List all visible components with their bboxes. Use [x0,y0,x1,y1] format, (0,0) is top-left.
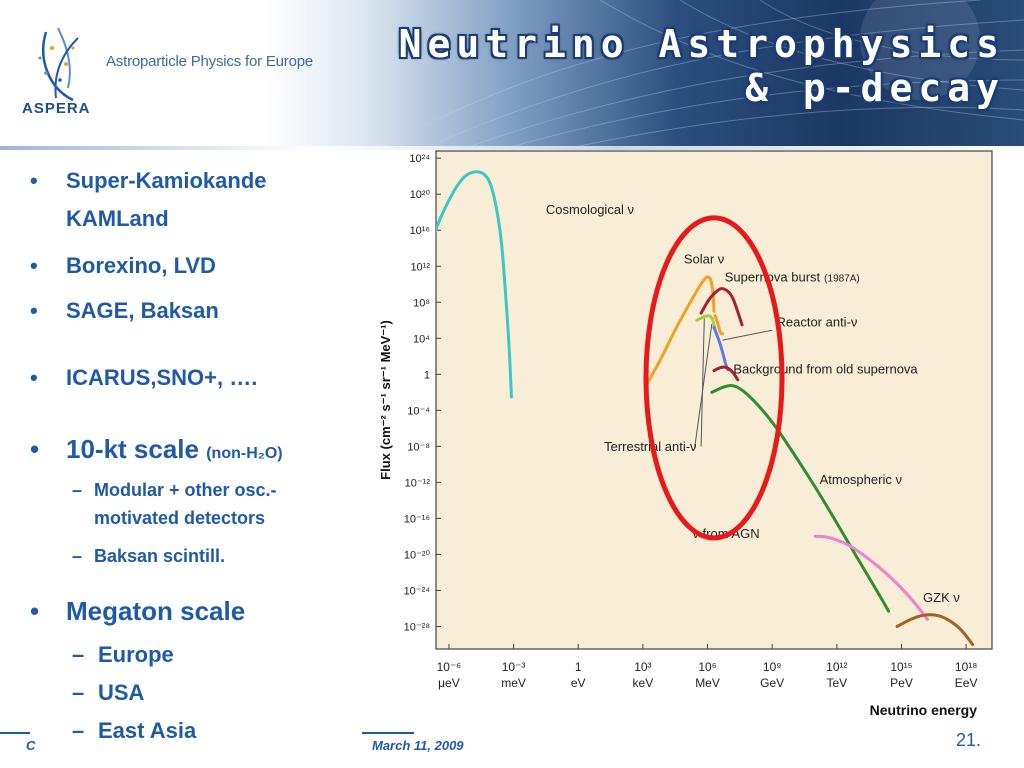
x-tick-unit-label: meV [501,676,526,690]
y-tick-label: 10⁻²⁰ [404,549,431,561]
sub-bullet-text: Modular + other osc.- [94,480,277,500]
series-label: Cosmological ν [546,202,634,217]
series-label: Atmospheric ν [820,472,902,487]
bullet-dot-icon: • [30,298,38,323]
series-label: Supernova burst (1987A) [725,270,860,285]
x-tick-unit-label: keV [633,676,654,690]
neutrino-flux-chart: 10²⁴ 10²⁰ 10¹⁶ 10¹² 10⁸ 10⁴ 1 10⁻⁴ 10⁻⁸ 10⁻¹² 10⁻¹… [378,150,993,718]
y-tick-label: 10²⁴ [409,153,430,165]
y-tick-label: 10⁻⁸ [407,441,430,453]
x-tick-label: 10¹² [826,660,847,674]
bullet-dot-icon: • [30,253,38,278]
series-label: Background from old supernova [733,361,918,376]
y-tick-label: 10⁻²⁸ [404,621,430,633]
series-label: Solar ν [684,252,724,267]
bullet-dot-icon: • [30,596,40,626]
header-light-streaks [379,0,1024,150]
bullet-text: 10-kt scale (non-H₂O) [66,434,283,469]
bullet-dot-icon: • [30,168,38,193]
footer-rule-right [362,732,414,734]
x-tick-label: 10¹⁸ [955,660,977,674]
y-tick-label: 10⁻²⁴ [404,585,431,597]
sub-bullet-text: East Asia [98,718,197,743]
bullet-text: KAMLand [66,206,169,231]
x-tick-label: 10⁻³ [502,660,526,674]
logo-text: ASPERA [22,100,91,117]
y-tick-label: 1 [424,369,430,381]
series-label-note: (1987A) [824,274,860,285]
sub-bullet-dash-icon: – [72,718,85,743]
footer-left-text: C [26,738,36,753]
y-tick-label: 10²⁰ [410,189,431,201]
sub-bullet-dash-icon: – [72,642,85,667]
sub-bullet-dash-icon: – [72,680,85,705]
bullet-dot-icon: • [30,365,38,390]
y-tick-label: 10⁻¹² [405,477,431,489]
x-tick-unit-label: EeV [955,676,978,690]
sub-bullet-dash-icon: – [72,546,83,566]
y-tick-label: 10⁴ [413,333,430,345]
aspera-logo-icon [38,27,79,102]
x-tick-label: 10⁶ [698,660,716,674]
x-tick-label: 10³ [634,660,651,674]
terrestrial-leader-line [700,318,705,447]
highlight-ellipse [643,215,785,541]
slide-header: ASPERA Astroparticle Physics for Europe … [0,0,1024,150]
organization-name: Astroparticle Physics for Europe [106,53,314,70]
bullet-small-text: (non-H₂O) [206,445,283,462]
sub-bullet-text: Europe [98,642,174,667]
x-tick-unit-label: TeV [826,676,847,690]
reactor-leader-line [722,329,773,341]
series-label: Reactor anti-ν [776,315,857,330]
bullet-text: ICARUS,SNO+, …. [66,365,258,390]
aspera-logo [18,18,118,128]
series-line [712,365,740,382]
x-tick-unit-label: MeV [695,676,720,690]
bullet-text: Super-Kamiokande [66,168,267,193]
footer-rule-left [0,732,30,734]
sub-bullet-text: USA [98,680,145,705]
series-line [699,287,744,327]
x-tick-label: 10⁻⁶ [437,660,462,674]
bullet-dot-icon: • [30,434,40,464]
bullet-text: SAGE, Baksan [66,298,219,323]
series-line [712,326,730,372]
series-line [713,314,725,336]
series-line [645,275,716,385]
series-label: GZK ν [923,590,960,605]
x-tick-unit-label: PeV [890,676,913,690]
series-line [813,534,929,621]
y-tick-label: 10¹⁶ [410,225,430,237]
x-tick-unit-label: μeV [438,676,460,690]
sub-bullet-dash-icon: – [72,480,83,500]
sub-bullet-text: motivated detectors [94,508,266,528]
x-tick-label: 10¹⁵ [890,660,912,674]
header-divider [0,146,1024,150]
y-tick-label: 10⁻⁴ [407,405,430,417]
y-tick-label: 10¹² [410,261,430,273]
x-tick-label: 1 [575,660,582,674]
y-tick-label: 10⁸ [413,297,430,309]
page-number: 21. [956,730,982,750]
x-axis-label: Neutrino energy [870,702,978,718]
slide-title: Neutrino Astrophysics & p-decay [398,22,1005,110]
terrestrial-leader-line [694,323,713,449]
y-tick-label: 10⁻¹⁶ [404,513,430,525]
series-line [695,314,717,331]
bullet-main-text: 10-kt scale [66,434,199,464]
plot-area [435,150,993,650]
bullet-text: Megaton scale [66,596,246,626]
x-tick-label: 10⁹ [763,660,782,674]
footer-date: March 11, 2009 [372,738,464,753]
series-line [895,613,975,646]
y-axis-label: Flux (cm⁻² s⁻¹ sr⁻¹ MeV⁻¹) [378,320,393,480]
sub-bullet-text: Baksan scintill. [94,546,226,566]
bullet-text: Borexino, LVD [66,253,216,278]
x-tick-unit-label: GeV [760,676,784,690]
x-tick-unit-label: eV [571,676,586,690]
series-line [436,170,513,399]
series-line [710,384,891,613]
